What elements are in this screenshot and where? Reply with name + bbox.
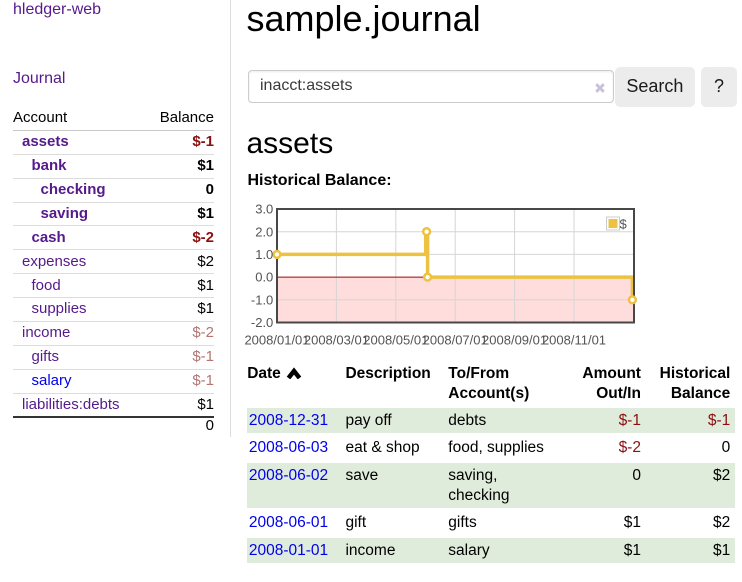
svg-text:2008/09/01: 2008/09/01: [482, 332, 547, 347]
svg-text:3.0: 3.0: [255, 202, 273, 217]
svg-text:-1.0: -1.0: [251, 292, 273, 307]
svg-text:0.0: 0.0: [255, 270, 273, 285]
svg-text:2008/05/01: 2008/05/01: [363, 332, 428, 347]
svg-text:-2.0: -2.0: [251, 315, 273, 330]
svg-text:2008/03/01: 2008/03/01: [304, 332, 369, 347]
svg-text:2.0: 2.0: [255, 224, 273, 239]
svg-text:2008/01/01: 2008/01/01: [244, 332, 309, 347]
svg-text:2008/07/01: 2008/07/01: [423, 332, 488, 347]
svg-text:2008/11/01: 2008/11/01: [542, 332, 606, 347]
svg-text:$: $: [620, 217, 628, 232]
svg-text:1.0: 1.0: [255, 247, 273, 262]
